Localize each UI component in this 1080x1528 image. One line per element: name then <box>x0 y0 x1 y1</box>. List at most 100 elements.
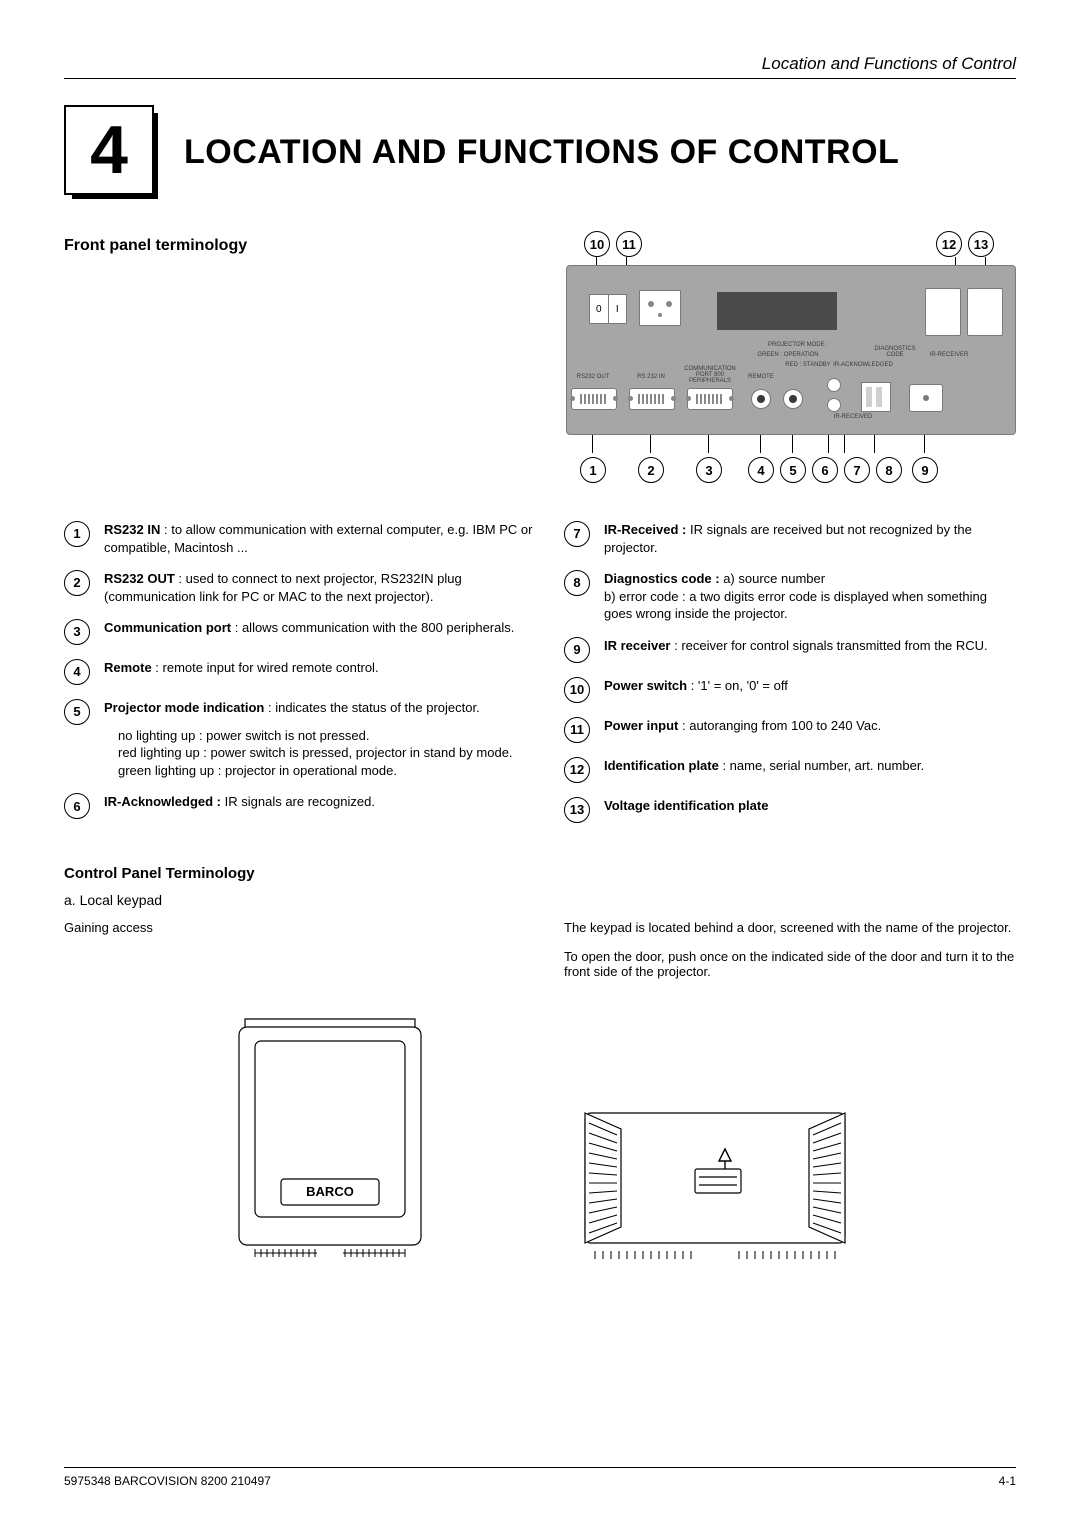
def-text-4: : remote input for wired remote control. <box>152 660 379 675</box>
label-projector-mode: PROJECTOR MODE : <box>763 342 833 348</box>
def-num-5: 5 <box>64 699 90 725</box>
def-item-12: 12 Identification plate : name, serial n… <box>564 757 1016 783</box>
def-term-8: Diagnostics code : <box>604 571 723 586</box>
callout-13: 13 <box>968 231 994 257</box>
def-item-9: 9 IR receiver : receiver for control sig… <box>564 637 1016 663</box>
rs232-in-port-icon <box>629 388 675 410</box>
projector-mode-led-icon <box>783 389 803 409</box>
def-term-13: Voltage identification plate <box>604 798 768 813</box>
def-num-4: 4 <box>64 659 90 685</box>
label-rs232-in: RS 232 IN <box>625 374 677 380</box>
label-green-operation: GREEN : OPERATION <box>753 352 823 358</box>
callout-6: 6 <box>812 457 838 483</box>
callout-2: 2 <box>638 457 664 483</box>
def-item-6: 6 IR-Acknowledged : IR signals are recog… <box>64 793 540 819</box>
def-text-9: : receiver for control signals transmitt… <box>671 638 988 653</box>
def-text-10: : '1' = on, '0' = off <box>687 678 788 693</box>
def-item-8: 8 Diagnostics code : a) source number b) … <box>564 570 1016 623</box>
label-ir-acknowledged: IR-ACKNOWLEDGED <box>823 362 903 368</box>
def-term-9: IR receiver <box>604 638 671 653</box>
def-term-6: IR-Acknowledged : <box>104 794 225 809</box>
chapter-header: 4 LOCATION AND FUNCTIONS OF CONTROL <box>64 105 1016 199</box>
callout-8: 8 <box>876 457 902 483</box>
label-ir-receiver: IR-RECEIVER <box>919 352 979 358</box>
comm-port-icon <box>687 388 733 410</box>
def-item-11: 11 Power input : autoranging from 100 to… <box>564 717 1016 743</box>
chapter-title: LOCATION AND FUNCTIONS OF CONTROL <box>184 133 899 172</box>
ir-recv-led-icon <box>827 398 841 412</box>
def-text-11: : autoranging from 100 to 240 Vac. <box>678 718 881 733</box>
callout-12: 12 <box>936 231 962 257</box>
def-text-8a: a) source number <box>723 571 825 586</box>
def-item-10: 10 Power switch : '1' = on, '0' = off <box>564 677 1016 703</box>
def-num-3: 3 <box>64 619 90 645</box>
diagnostics-display-icon <box>861 382 891 412</box>
callout-11: 11 <box>616 231 642 257</box>
label-ir-received: IR-RECEIVED <box>823 414 883 420</box>
def-item-5: 5 Projector mode indication : indicates … <box>64 699 540 779</box>
definitions-left: 1 RS232 IN : to allow communication with… <box>64 521 540 819</box>
def-5-sub-3: green lighting up : projector in operati… <box>118 762 513 780</box>
def-num-11: 11 <box>564 717 590 743</box>
def-term-1: RS232 IN <box>104 522 160 537</box>
front-panel-diagram: 10 11 12 13 0 I <box>566 237 1016 483</box>
running-head: Location and Functions of Control <box>64 54 1016 74</box>
callout-10: 10 <box>584 231 610 257</box>
footer-left: 5975348 BARCOVISION 8200 210497 <box>64 1474 271 1488</box>
barco-logo-text: BARCO <box>306 1184 354 1199</box>
def-term-4: Remote <box>104 660 152 675</box>
def-num-9: 9 <box>564 637 590 663</box>
callout-7: 7 <box>844 457 870 483</box>
def-item-7: 7 IR-Received : IR signals are received … <box>564 521 1016 556</box>
projector-front-illustration: BARCO <box>225 1009 435 1269</box>
def-item-2: 2 RS232 OUT : used to connect to next pr… <box>64 570 540 605</box>
def-num-10: 10 <box>564 677 590 703</box>
projector-open-illustration <box>575 1089 855 1269</box>
def-text-6: IR signals are recognized. <box>225 794 375 809</box>
callout-5: 5 <box>780 457 806 483</box>
id-plate-slot <box>925 288 961 336</box>
bottom-callout-row: 1 2 3 4 5 6 7 8 9 <box>566 435 1016 483</box>
def-text-1: : to allow communication with external c… <box>104 522 532 555</box>
def-term-7: IR-Received : <box>604 522 690 537</box>
def-term-2: RS232 OUT <box>104 571 175 586</box>
callout-1: 1 <box>580 457 606 483</box>
remote-jack-icon <box>751 389 771 409</box>
def-text-12: : name, serial number, art. number. <box>719 758 924 773</box>
def-item-4: 4 Remote : remote input for wired remote… <box>64 659 540 685</box>
def-term-5: Projector mode indication <box>104 700 264 715</box>
label-comm-port: COMMUNICATION PORT 800 PERIPHERALS <box>679 366 741 384</box>
def-5-sub-1: no lighting up : power switch is not pre… <box>118 727 513 745</box>
footer-right: 4-1 <box>999 1474 1016 1488</box>
definitions-right: 7 IR-Received : IR signals are received … <box>564 521 1016 823</box>
keypad-paragraph-1: The keypad is located behind a door, scr… <box>564 920 1016 935</box>
front-panel-heading: Front panel terminology <box>64 237 532 255</box>
ir-ack-led-icon <box>827 378 841 392</box>
chapter-number-box: 4 <box>64 105 158 199</box>
power-input-icon <box>639 290 681 326</box>
def-item-3: 3 Communication port : allows communicat… <box>64 619 540 645</box>
def-text-5: : indicates the status of the projector. <box>264 700 479 715</box>
def-term-12: Identification plate <box>604 758 719 773</box>
callout-4: 4 <box>748 457 774 483</box>
def-term-3: Communication port <box>104 620 231 635</box>
def-item-13: 13 Voltage identification plate <box>564 797 1016 823</box>
label-diagnostics-code: DIAGNOSTICS CODE <box>865 346 925 358</box>
def-5-sub-2: red lighting up : power switch is presse… <box>118 744 513 762</box>
callout-9: 9 <box>912 457 938 483</box>
ir-receiver-window-icon <box>909 384 943 412</box>
def-text-3: : allows communication with the 800 peri… <box>231 620 514 635</box>
def-num-13: 13 <box>564 797 590 823</box>
def-term-11: Power input <box>604 718 678 733</box>
def-num-7: 7 <box>564 521 590 547</box>
gaining-access-label: Gaining access <box>64 920 540 935</box>
def-text-8b: b) error code : a two digits error code … <box>604 589 987 622</box>
def-num-1: 1 <box>64 521 90 547</box>
warning-label-box <box>717 292 837 330</box>
control-panel-heading: Control Panel Terminology <box>64 865 1016 882</box>
def-term-10: Power switch <box>604 678 687 693</box>
switch-pos-1: I <box>609 295 627 323</box>
chapter-number: 4 <box>90 116 128 184</box>
def-num-8: 8 <box>564 570 590 596</box>
switch-pos-0: 0 <box>590 295 609 323</box>
